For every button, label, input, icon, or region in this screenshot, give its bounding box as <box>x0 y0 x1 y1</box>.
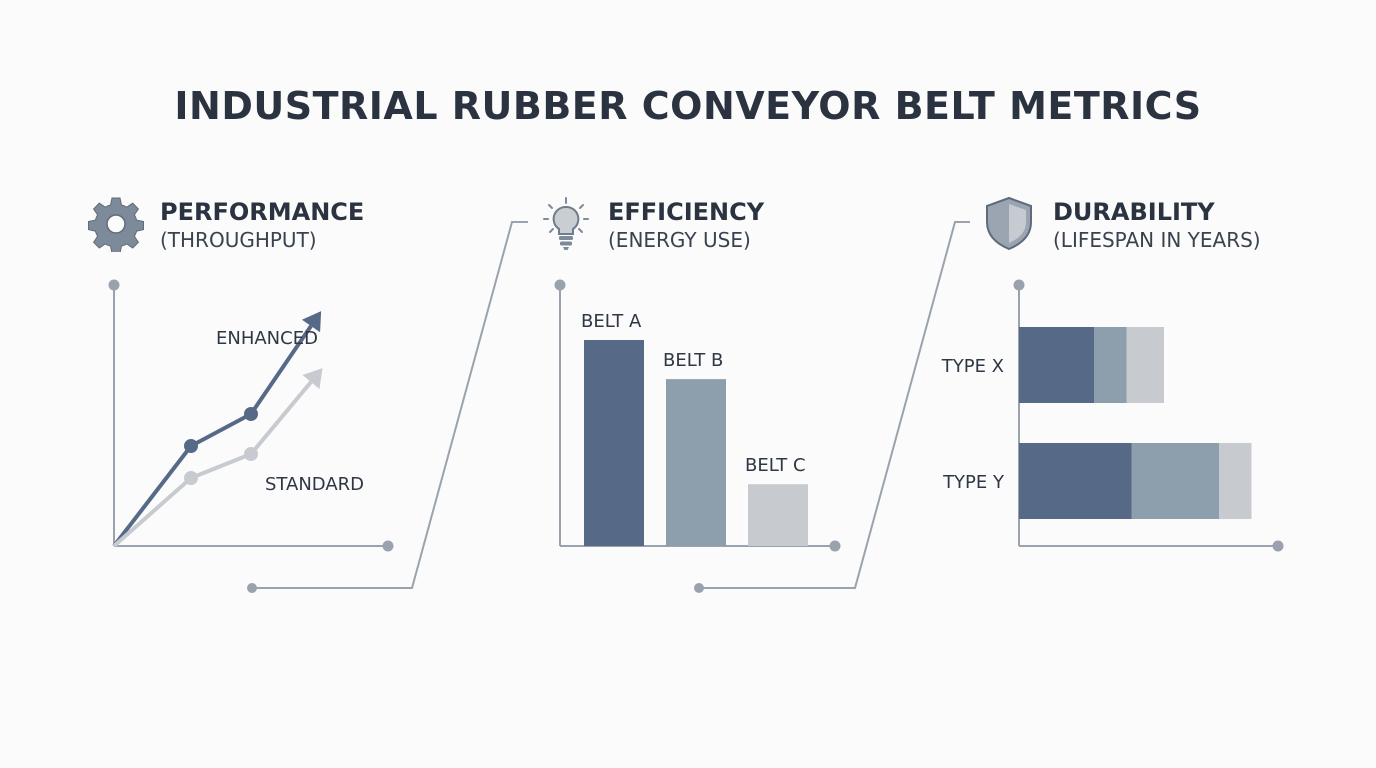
durability-subtitle: (LIFESPAN IN YEARS) <box>1053 228 1261 252</box>
series-line-2 <box>112 380 313 548</box>
series-arrowhead-2 <box>302 368 323 390</box>
durability-y-axis-cap <box>1013 279 1025 291</box>
connector-lines <box>247 221 970 593</box>
series-arrowhead-1 <box>301 311 322 333</box>
bar-belt-b <box>666 379 726 546</box>
performance-subtitle: (THROUGHPUT) <box>160 228 317 252</box>
type-y-segment-3 <box>1219 443 1252 519</box>
bar-belt-a <box>584 340 644 546</box>
durability-title: DURABILITY <box>1053 198 1215 226</box>
bar-label-belt-c: BELT C <box>745 455 806 476</box>
efficiency-title: EFFICIENCY <box>608 198 765 226</box>
type-x-segment-1 <box>1019 327 1094 403</box>
connector-2 <box>699 221 970 589</box>
performance-x-axis-cap <box>382 540 394 552</box>
performance-y-axis-cap <box>108 279 120 291</box>
category-label-type-y: TYPE Y <box>942 472 1005 493</box>
efficiency-y-axis-cap <box>554 279 566 291</box>
efficiency-subtitle: (ENERGY USE) <box>608 228 751 252</box>
type-x-segment-3 <box>1126 327 1164 403</box>
efficiency-chart: BELT A BELT B BELT C <box>554 279 841 552</box>
series-1-point-2 <box>244 407 258 421</box>
type-y-segment-2 <box>1131 443 1219 519</box>
connector-1-dot <box>247 583 257 593</box>
connector-2-dot <box>694 583 704 593</box>
page-title: INDUSTRIAL RUBBER CONVEYOR BELT METRICS <box>174 84 1202 128</box>
series-label-standard: STANDARD <box>265 474 364 495</box>
series-1-point-1 <box>184 439 198 453</box>
efficiency-x-axis-cap <box>829 540 841 552</box>
series-2-point-2 <box>244 447 258 461</box>
bar-label-belt-b: BELT B <box>663 350 723 371</box>
durability-chart: TYPE X TYPE Y <box>941 279 1284 552</box>
type-x-segment-2 <box>1094 327 1127 403</box>
bar-label-belt-a: BELT A <box>581 311 642 332</box>
shield-icon <box>981 196 1037 257</box>
performance-chart: ENHANCED STANDARD <box>108 279 394 552</box>
bar-belt-c <box>748 484 808 546</box>
series-line-1 <box>112 324 313 548</box>
performance-title: PERFORMANCE <box>160 198 365 226</box>
series-label-enhanced: ENHANCED <box>216 328 318 349</box>
gear-icon <box>87 196 145 257</box>
type-y-segment-1 <box>1019 443 1132 519</box>
connector-1 <box>252 221 528 589</box>
lightbulb-icon <box>536 196 592 257</box>
category-label-type-x: TYPE X <box>941 356 1004 377</box>
series-2-point-1 <box>184 471 198 485</box>
durability-x-axis-cap <box>1272 540 1284 552</box>
